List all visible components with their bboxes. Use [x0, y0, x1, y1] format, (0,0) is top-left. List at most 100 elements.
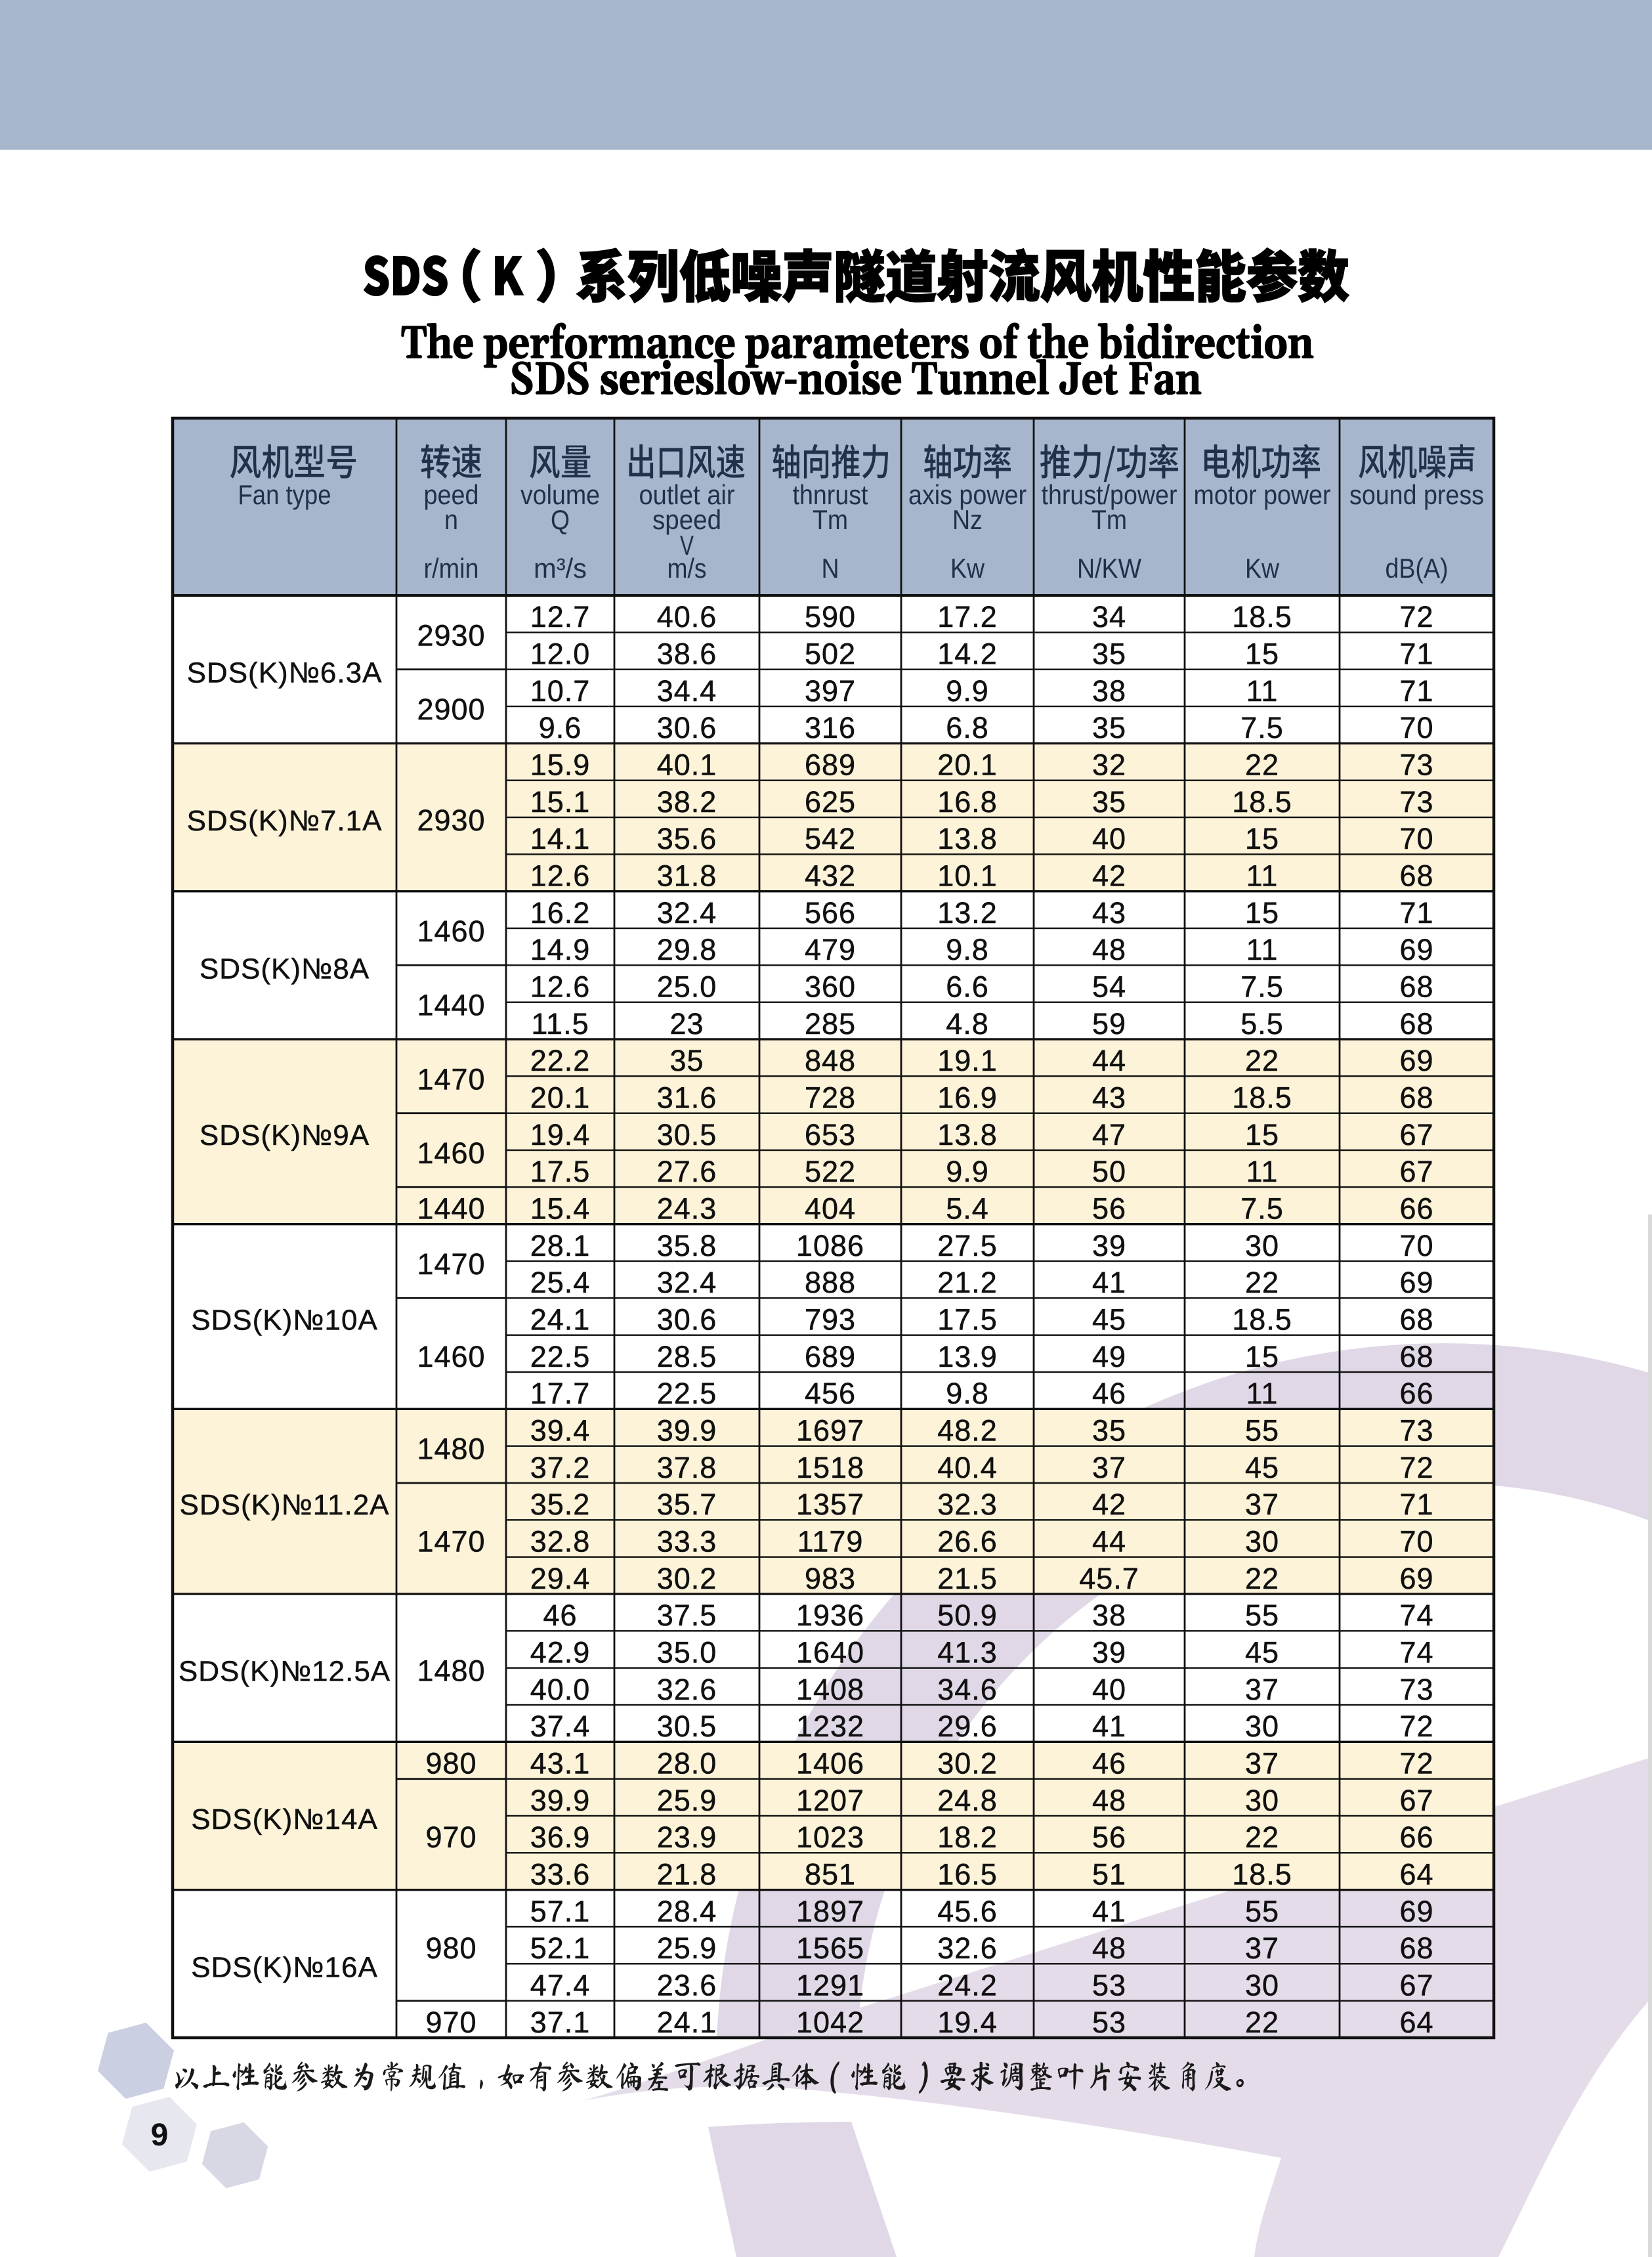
svg-text:35.6: 35.6 — [657, 822, 717, 855]
svg-text:16.2: 16.2 — [530, 896, 591, 930]
svg-text:22: 22 — [1245, 1820, 1279, 1854]
svg-text:70: 70 — [1399, 711, 1433, 744]
svg-text:42.9: 42.9 — [530, 1636, 591, 1669]
svg-text:29.8: 29.8 — [657, 933, 717, 966]
svg-text:55: 55 — [1245, 1895, 1279, 1928]
svg-text:70: 70 — [1399, 822, 1433, 855]
svg-text:67: 67 — [1399, 1155, 1433, 1188]
svg-text:30.5: 30.5 — [657, 1118, 717, 1151]
svg-text:10.1: 10.1 — [937, 859, 998, 893]
svg-text:40.4: 40.4 — [937, 1451, 998, 1484]
svg-text:Kw: Kw — [1245, 553, 1280, 584]
svg-text:17.5: 17.5 — [937, 1303, 998, 1337]
svg-text:37.4: 37.4 — [530, 1709, 591, 1743]
svg-text:793: 793 — [805, 1303, 856, 1337]
svg-text:35.2: 35.2 — [530, 1488, 591, 1521]
svg-text:11: 11 — [1246, 1155, 1279, 1188]
svg-text:18.5: 18.5 — [1232, 600, 1292, 634]
svg-text:12.6: 12.6 — [530, 970, 591, 1004]
svg-text:11.5: 11.5 — [531, 1007, 589, 1041]
svg-text:70: 70 — [1399, 1229, 1433, 1262]
svg-text:32.3: 32.3 — [937, 1488, 998, 1521]
svg-text:15.4: 15.4 — [530, 1192, 591, 1226]
svg-text:SDS(K)№10A: SDS(K)№10A — [191, 1304, 378, 1337]
svg-text:13.9: 13.9 — [937, 1340, 998, 1373]
svg-text:52.1: 52.1 — [530, 1931, 591, 1965]
svg-text:21.8: 21.8 — [657, 1858, 717, 1891]
svg-text:653: 653 — [805, 1118, 856, 1151]
svg-text:37.2: 37.2 — [530, 1451, 591, 1484]
svg-text:34.4: 34.4 — [657, 674, 717, 708]
svg-text:SDS(K)№16A: SDS(K)№16A — [191, 1951, 378, 1983]
svg-text:1936: 1936 — [796, 1599, 864, 1632]
svg-text:28.4: 28.4 — [657, 1895, 717, 1928]
svg-text:23: 23 — [669, 1007, 704, 1041]
svg-text:15: 15 — [1245, 1340, 1279, 1373]
svg-text:n: n — [444, 504, 458, 535]
svg-text:13.8: 13.8 — [937, 1118, 998, 1151]
svg-text:Kw: Kw — [950, 553, 985, 584]
svg-text:69: 69 — [1399, 933, 1433, 966]
svg-text:37.5: 37.5 — [657, 1599, 717, 1632]
svg-text:Fan type: Fan type — [238, 479, 331, 510]
svg-text:980: 980 — [425, 1747, 477, 1780]
svg-text:1480: 1480 — [417, 1432, 485, 1466]
svg-text:axis power: axis power — [908, 479, 1027, 510]
svg-text:68: 68 — [1399, 1081, 1433, 1115]
svg-text:19.4: 19.4 — [937, 2006, 998, 2039]
svg-text:22: 22 — [1245, 748, 1279, 782]
svg-text:39: 39 — [1092, 1636, 1126, 1669]
svg-text:37: 37 — [1245, 1931, 1279, 1965]
svg-text:53: 53 — [1092, 1969, 1126, 2002]
svg-text:13.2: 13.2 — [937, 896, 998, 930]
svg-text:5.4: 5.4 — [946, 1192, 989, 1226]
svg-text:39.4: 39.4 — [530, 1414, 591, 1448]
svg-text:12.0: 12.0 — [530, 637, 591, 671]
svg-text:24.8: 24.8 — [937, 1784, 998, 1817]
svg-text:volume: volume — [520, 479, 600, 510]
svg-text:73: 73 — [1399, 1673, 1433, 1706]
svg-text:73: 73 — [1399, 1414, 1433, 1448]
svg-text:1640: 1640 — [796, 1636, 864, 1669]
svg-text:11: 11 — [1246, 933, 1279, 966]
svg-text:14.1: 14.1 — [530, 822, 591, 855]
svg-text:32.4: 32.4 — [657, 1266, 717, 1299]
svg-text:20.1: 20.1 — [530, 1081, 591, 1115]
svg-text:69: 69 — [1399, 1562, 1433, 1595]
svg-text:47: 47 — [1092, 1118, 1126, 1151]
svg-text:27.5: 27.5 — [937, 1229, 998, 1262]
svg-text:542: 542 — [805, 822, 856, 855]
svg-text:360: 360 — [805, 970, 856, 1004]
svg-text:2930: 2930 — [417, 618, 485, 652]
svg-text:16.8: 16.8 — [937, 785, 998, 819]
svg-text:1086: 1086 — [796, 1229, 864, 1262]
svg-text:590: 590 — [805, 600, 856, 634]
svg-text:18.5: 18.5 — [1232, 1303, 1292, 1337]
svg-text:46: 46 — [1092, 1377, 1126, 1410]
svg-text:983: 983 — [805, 1562, 856, 1595]
svg-text:980: 980 — [425, 1931, 477, 1965]
svg-text:51: 51 — [1092, 1858, 1126, 1891]
svg-text:35.0: 35.0 — [657, 1636, 717, 1669]
svg-text:13.8: 13.8 — [937, 822, 998, 855]
svg-text:22.2: 22.2 — [530, 1044, 591, 1077]
svg-text:46: 46 — [543, 1599, 577, 1632]
svg-text:22: 22 — [1245, 1266, 1279, 1299]
svg-text:45.6: 45.6 — [937, 1895, 998, 1928]
svg-text:1480: 1480 — [417, 1654, 485, 1688]
svg-text:502: 502 — [805, 637, 856, 671]
svg-text:67: 67 — [1399, 1969, 1433, 2002]
svg-text:Tm: Tm — [813, 504, 848, 535]
svg-text:4.8: 4.8 — [946, 1007, 989, 1041]
svg-text:7.5: 7.5 — [1240, 970, 1284, 1004]
svg-text:15: 15 — [1245, 1118, 1279, 1151]
svg-text:48: 48 — [1092, 1784, 1126, 1817]
svg-text:peed: peed — [424, 479, 479, 510]
svg-text:24.2: 24.2 — [937, 1969, 998, 2002]
svg-text:55: 55 — [1245, 1414, 1279, 1448]
svg-text:50: 50 — [1092, 1155, 1126, 1188]
svg-text:35: 35 — [669, 1044, 704, 1077]
svg-text:970: 970 — [425, 1820, 477, 1854]
svg-text:19.4: 19.4 — [530, 1118, 591, 1151]
svg-text:40: 40 — [1092, 1673, 1126, 1706]
